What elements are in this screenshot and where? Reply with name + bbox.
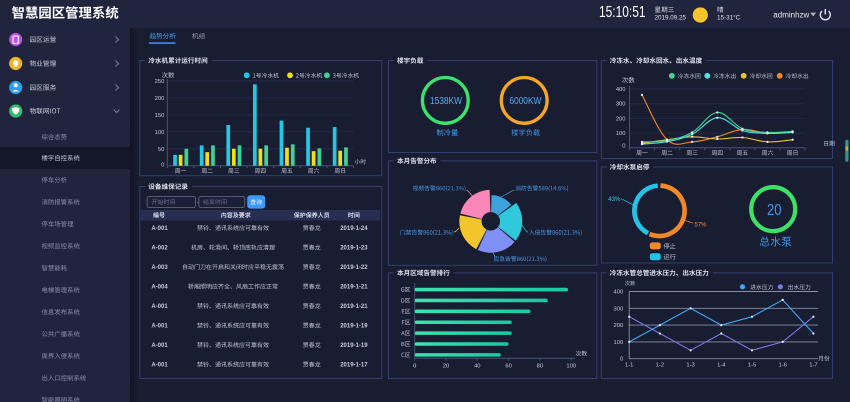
svg-text:100: 100: [614, 340, 624, 346]
svg-text:400: 400: [614, 290, 624, 296]
svg-text:2019-1-21: 2019-1-21: [340, 304, 368, 310]
svg-text:100: 100: [155, 130, 165, 136]
svg-text:300: 300: [616, 102, 626, 108]
svg-text:2019-1-24: 2019-1-24: [340, 226, 368, 232]
svg-text:1-7: 1-7: [809, 363, 817, 369]
svg-text:A-001: A-001: [151, 304, 168, 310]
svg-text:15-31°C: 15-31°C: [717, 14, 741, 22]
svg-text:2019.09.25: 2019.09.25: [655, 15, 687, 22]
svg-text:50: 50: [158, 147, 164, 153]
svg-text:300: 300: [614, 306, 624, 312]
svg-text:200: 200: [616, 116, 626, 122]
svg-text:A-001: A-001: [151, 363, 168, 369]
svg-text:6000KW: 6000KW: [509, 96, 541, 107]
svg-text:0: 0: [620, 357, 623, 363]
svg-text:A-002: A-002: [151, 246, 168, 252]
svg-text:-: -: [197, 200, 199, 206]
svg-text:A-001: A-001: [151, 343, 168, 349]
svg-text:20: 20: [767, 202, 782, 219]
svg-text:2019-1-23: 2019-1-23: [340, 246, 368, 252]
svg-text:2019-1-17: 2019-1-17: [340, 363, 368, 369]
svg-text:40: 40: [474, 363, 480, 369]
svg-text:2019-1-19: 2019-1-19: [340, 324, 368, 330]
svg-text:60: 60: [505, 363, 511, 369]
svg-text:2019-1-22: 2019-1-22: [340, 265, 368, 271]
svg-text:1-3: 1-3: [686, 363, 694, 369]
svg-text:20: 20: [443, 363, 449, 369]
svg-text:1-1: 1-1: [625, 363, 633, 369]
svg-text:250: 250: [155, 79, 165, 85]
svg-text:A-003: A-003: [151, 265, 168, 271]
svg-text:1-4: 1-4: [717, 363, 726, 369]
svg-text:0: 0: [413, 363, 416, 369]
svg-text:A-001: A-001: [151, 324, 168, 330]
svg-text:400: 400: [616, 87, 626, 93]
svg-text:0: 0: [622, 144, 625, 150]
svg-text:200: 200: [155, 96, 165, 102]
svg-text:1-5: 1-5: [748, 363, 756, 369]
svg-text:100: 100: [616, 131, 626, 137]
svg-text:15:10:51: 15:10:51: [599, 4, 646, 21]
svg-text:1-2: 1-2: [656, 363, 664, 369]
svg-text:200: 200: [614, 323, 624, 329]
svg-text:80: 80: [537, 363, 543, 369]
svg-text:A-004: A-004: [151, 285, 168, 291]
svg-text:adminhzw: adminhzw: [773, 10, 809, 19]
svg-text:1538KW: 1538KW: [430, 96, 462, 107]
svg-text:43%: 43%: [608, 197, 621, 203]
svg-text:0: 0: [161, 162, 164, 168]
svg-text:150: 150: [155, 113, 165, 119]
svg-text:2019-1-21: 2019-1-21: [340, 285, 368, 291]
svg-text:1-6: 1-6: [779, 363, 787, 369]
svg-text:A-001: A-001: [151, 226, 168, 232]
svg-text:57%: 57%: [695, 223, 708, 229]
svg-text:100: 100: [566, 363, 576, 369]
svg-text:2019-1-19: 2019-1-19: [340, 343, 368, 349]
